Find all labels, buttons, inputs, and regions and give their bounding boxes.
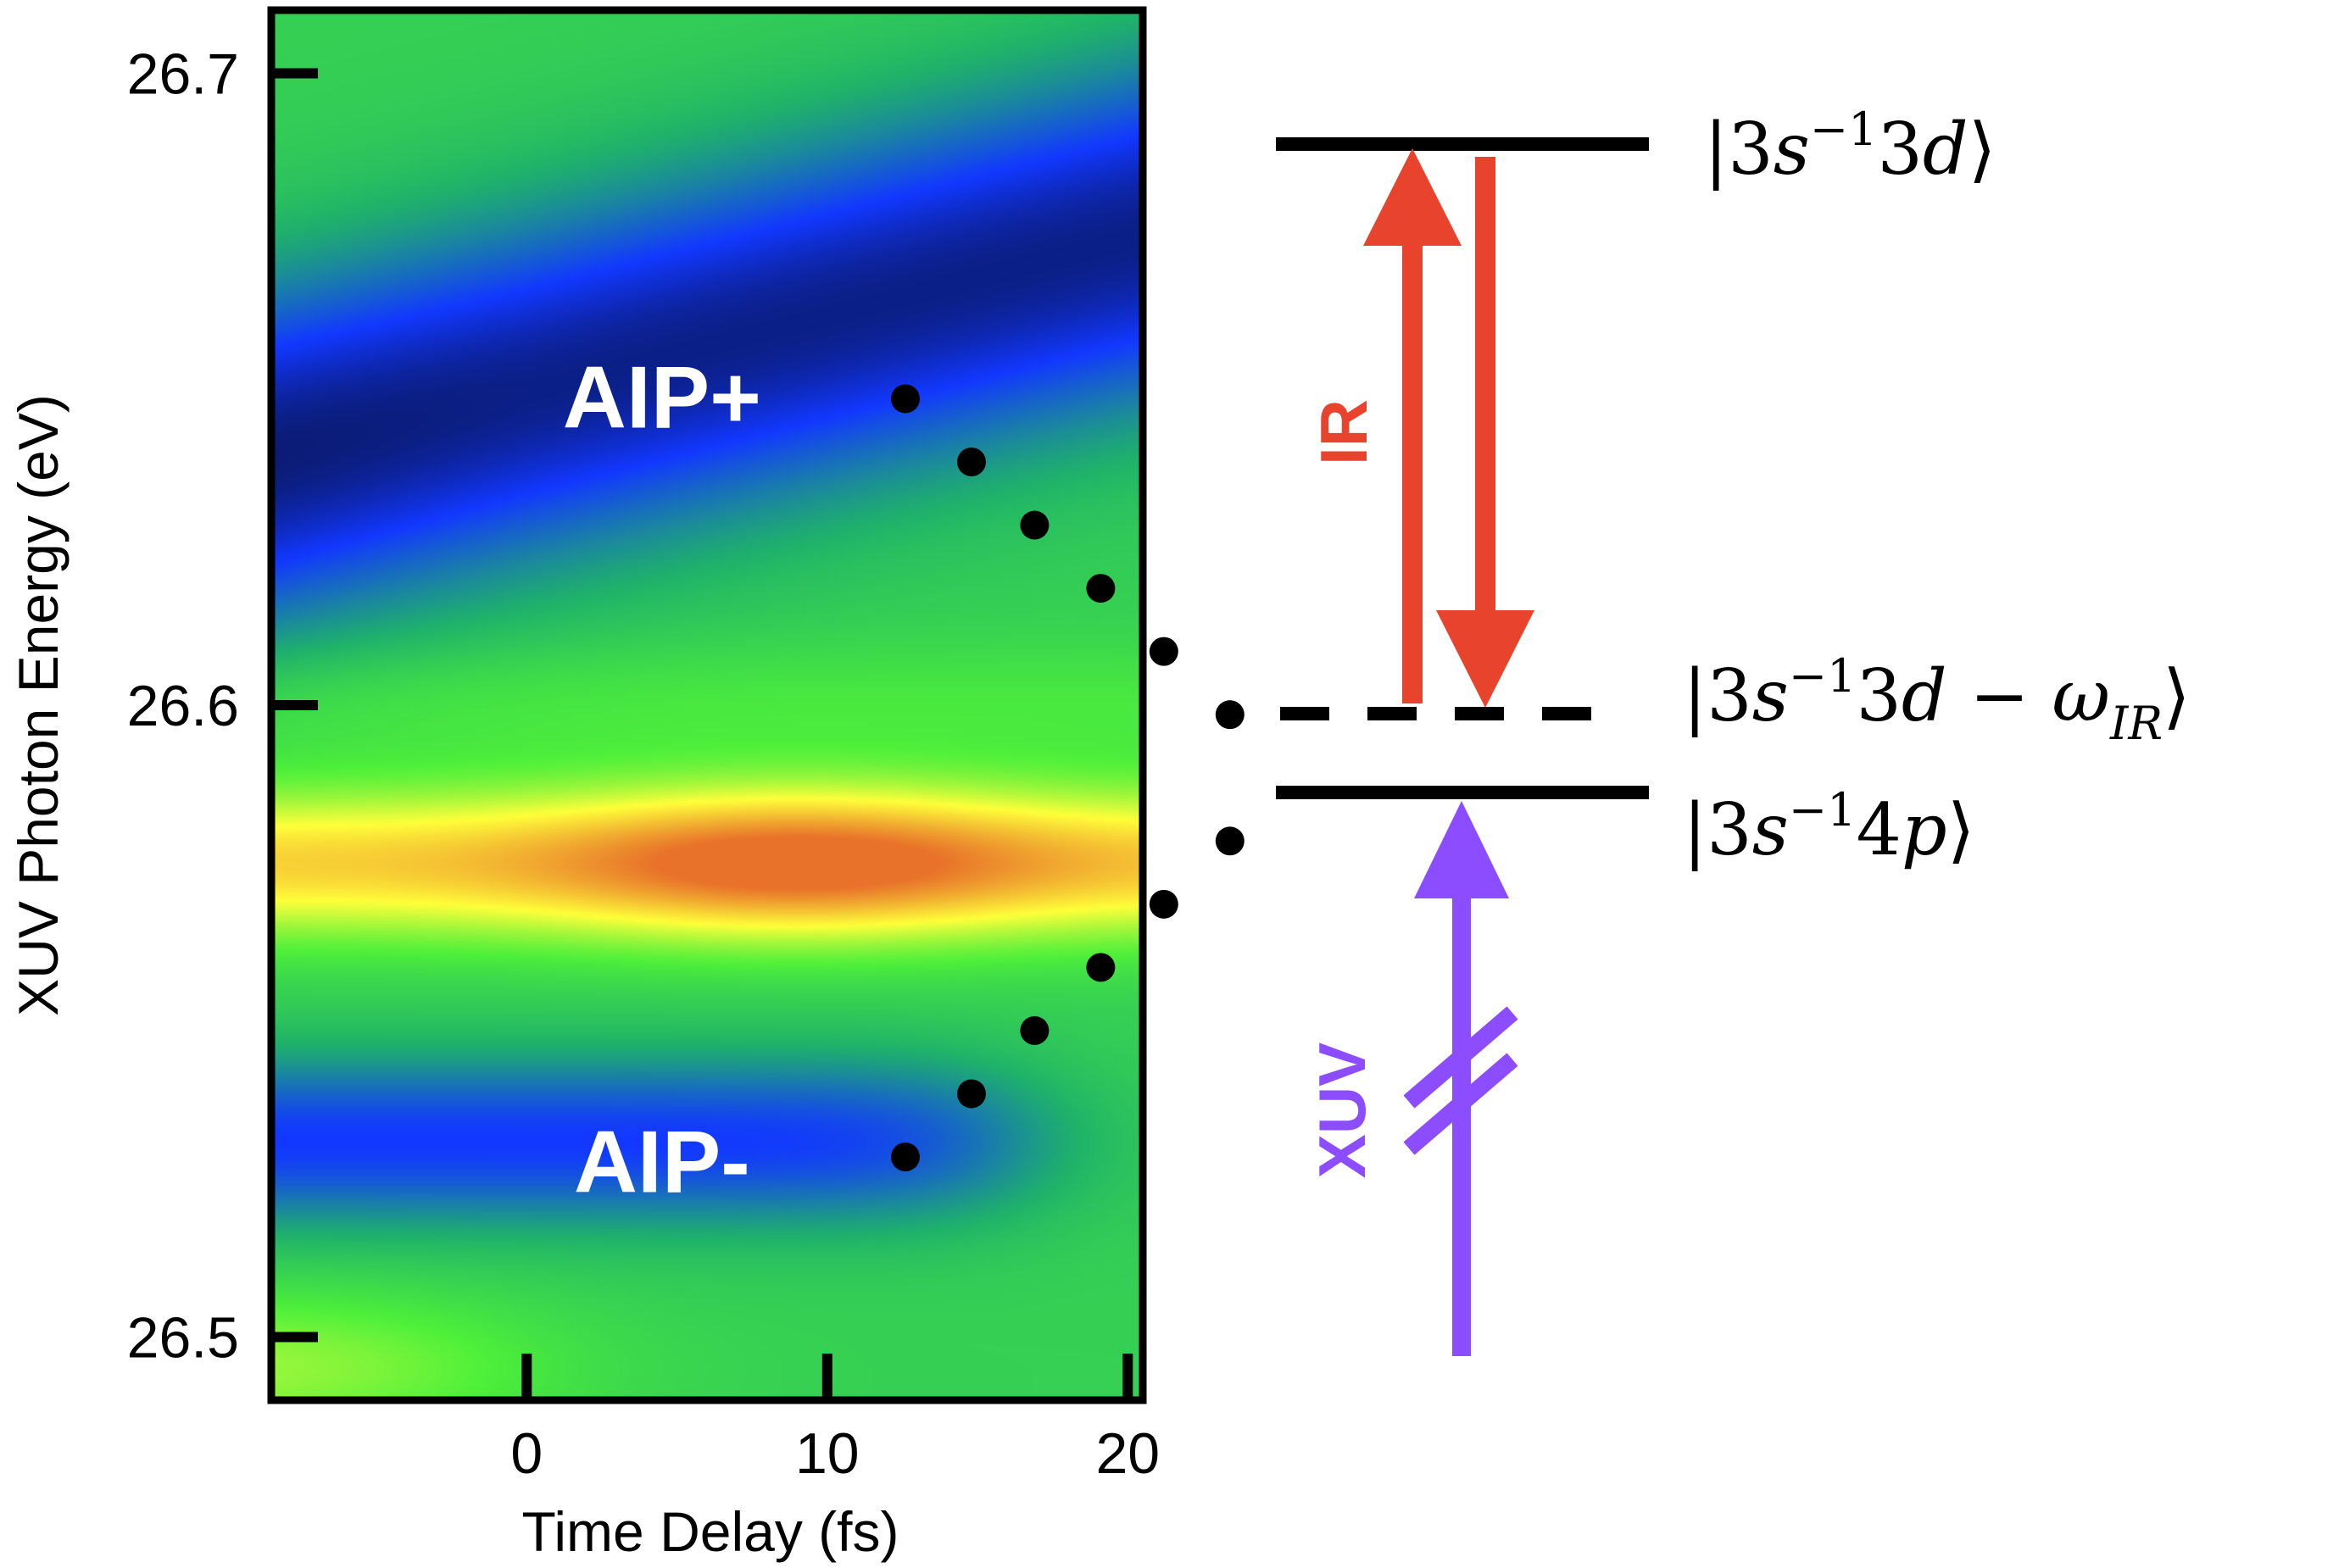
ir-down-arrow — [1436, 157, 1534, 708]
y-tick-label: 26.5 — [127, 1305, 239, 1370]
y-tick-label: 26.6 — [127, 674, 239, 738]
state-label-virtual: |3s−13d − ωIR⟩ — [1683, 649, 2191, 750]
x-tick-label: 0 — [510, 1421, 543, 1486]
data-dot — [956, 448, 986, 476]
annotation-label: AIP+ — [563, 349, 761, 448]
data-dot — [1020, 1015, 1050, 1045]
y-tick-label: 26.7 — [127, 42, 239, 107]
x-tick-label: 10 — [795, 1421, 860, 1486]
x-axis-ticks: 0 10 20 — [510, 1354, 1160, 1486]
data-dot — [1020, 510, 1050, 540]
energy-level-diagram: IR XUV |3s−13d⟩ |3s−13d − ωIR⟩ |3s−14p⟩ — [1276, 103, 2191, 1356]
heatmap-image — [271, 10, 1143, 1400]
annotations: AIP+ AIP- — [563, 349, 761, 1212]
data-dot — [1149, 889, 1178, 919]
data-dot — [1086, 574, 1116, 603]
data-dot — [1149, 637, 1178, 666]
state-label-upper: |3s−13d⟩ — [1704, 103, 1996, 191]
y-axis-ticks: 26.5 26.6 26.7 — [127, 42, 318, 1370]
state-label-lower: |3s−14p⟩ — [1683, 783, 1974, 871]
heatmap-plot — [271, 10, 1143, 1400]
xuv-up-arrow — [1403, 801, 1518, 1356]
data-dot — [1215, 700, 1245, 730]
x-axis-title: Time Delay (fs) — [522, 1500, 899, 1563]
dot-series — [890, 384, 1245, 1171]
data-dot — [956, 1079, 986, 1109]
data-dot — [1086, 953, 1116, 982]
xuv-label: XUV — [1305, 1043, 1379, 1178]
ir-up-arrow — [1363, 148, 1462, 703]
ir-label: IR — [1306, 399, 1381, 465]
data-dot — [1215, 826, 1245, 856]
data-dot — [890, 1143, 920, 1171]
x-tick-label: 20 — [1095, 1421, 1160, 1486]
y-axis-title: XUV Photon Energy (eV) — [7, 394, 70, 1016]
annotation-label: AIP- — [574, 1114, 750, 1212]
data-dot — [890, 384, 920, 414]
